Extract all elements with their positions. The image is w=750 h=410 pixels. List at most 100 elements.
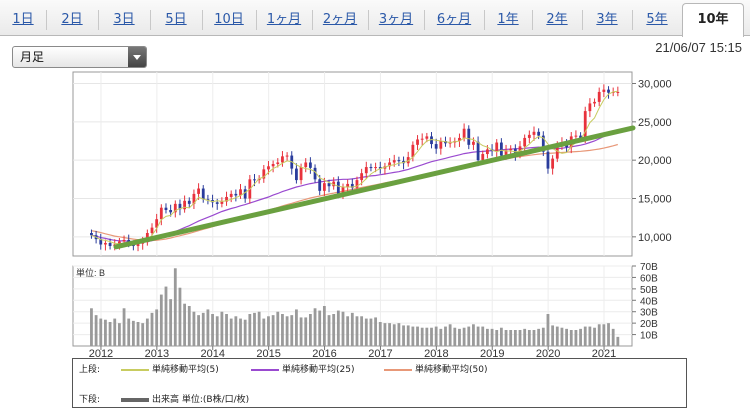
volume-bar (476, 326, 480, 346)
year-tick-label: 2013 (145, 348, 169, 358)
volume-bar (411, 326, 415, 346)
tab-period-12[interactable]: 3年 (596, 12, 618, 27)
volume-bar (481, 326, 485, 346)
volume-bar (304, 317, 308, 346)
candle-body (416, 139, 419, 145)
candle-body (583, 111, 587, 138)
volume-bar (308, 314, 312, 346)
volume-bar (318, 310, 322, 346)
tab-period-14[interactable]: 10年 (682, 3, 744, 37)
volume-bar (99, 318, 103, 346)
volume-bar (108, 322, 112, 346)
volume-bar (201, 312, 205, 346)
candle-body (155, 219, 159, 228)
candle-body (472, 141, 475, 145)
tab-period-4[interactable]: 5日 (165, 12, 187, 27)
volume-bar (253, 312, 256, 346)
volume-bar (267, 316, 270, 346)
volume-bar (458, 328, 461, 346)
candle-body (374, 167, 378, 169)
legend-upper-row: 上段: 単純移動平均(5) 単純移動平均(25) 単純移動平均(50) (79, 362, 487, 375)
tab-period-9[interactable]: 6ヶ月 (436, 12, 472, 27)
tab-separator (312, 10, 313, 30)
volume-bar (327, 315, 331, 346)
candle-body (108, 242, 112, 247)
trend-line (113, 125, 636, 250)
candle-period-select[interactable]: 月足 (12, 46, 147, 68)
tab-period-6[interactable]: 1ヶ月 (266, 12, 302, 27)
legend-ma50-label: 単純移動平均(50) (415, 365, 488, 375)
period-tab-bar: 1日 2日 3日 5日 10日 1ヶ月 2ヶ月 3ヶ月 6ヶ月 1年 2年 3年 5年 10年 (0, 0, 750, 37)
tab-period-1[interactable]: 1日 (12, 12, 34, 27)
volume-bar (122, 308, 126, 346)
candle-body (458, 137, 461, 141)
legend-ma5: 単純移動平均(5) (121, 362, 219, 375)
volume-bar (574, 330, 578, 346)
candle-body (215, 202, 219, 204)
tab-period-7[interactable]: 2ヶ月 (322, 12, 358, 27)
tab-separator (256, 10, 257, 30)
tab-period-3[interactable]: 3日 (113, 12, 135, 27)
volume-bar (197, 315, 200, 346)
volume-bar (104, 319, 107, 346)
volume-bar (392, 324, 396, 346)
candle-body (178, 203, 182, 210)
volume-bar (513, 330, 517, 346)
candle-body (420, 138, 424, 140)
candle-body (364, 167, 368, 174)
year-tick-label: 2020 (536, 348, 560, 358)
candle-body (299, 167, 303, 181)
candle-body (551, 158, 555, 169)
candle-body (285, 155, 289, 157)
candle-body (304, 162, 308, 168)
volume-bar (290, 315, 294, 346)
volume-bar (425, 327, 429, 346)
year-tick-label: 2014 (201, 348, 225, 358)
legend-volume: 出来高 単位:(B株/口/枚) (121, 392, 249, 405)
candle-body (295, 168, 298, 181)
candle-body (281, 156, 284, 163)
tab-period-2[interactable]: 2日 (61, 12, 83, 27)
candle-body (267, 166, 270, 170)
volume-bar (285, 316, 289, 346)
volume-bar (243, 319, 247, 346)
chevron-down-icon[interactable] (128, 47, 146, 67)
tab-period-5[interactable]: 10日 (214, 12, 244, 27)
candle-body (164, 207, 168, 210)
volume-bar (546, 314, 550, 346)
tab-separator (368, 10, 369, 30)
volume-bar (225, 314, 228, 346)
volume-bar (383, 323, 387, 346)
volume-bar (313, 308, 317, 346)
tab-period-10[interactable]: 1年 (497, 12, 519, 27)
volume-bar (593, 327, 596, 346)
candle-body (104, 242, 107, 245)
legend-lower-row: 下段: 出来高 単位:(B株/口/枚) (79, 392, 249, 405)
tab-separator (150, 10, 151, 30)
candle-body (462, 128, 466, 138)
volume-bar (215, 316, 219, 346)
candle-body (239, 189, 242, 196)
volume-tick-label: 10B (640, 331, 658, 342)
tab-period-11[interactable]: 2年 (546, 12, 568, 27)
volume-bar (583, 326, 587, 346)
tab-separator (46, 10, 47, 30)
volume-tick-label: 30B (640, 308, 658, 319)
candle-body (271, 164, 275, 167)
volume-bar (295, 309, 298, 346)
volume-tick-label: 50B (640, 285, 658, 296)
volume-bar (178, 287, 182, 346)
tab-period-8[interactable]: 3ヶ月 (378, 12, 414, 27)
volume-bar (239, 318, 242, 346)
volume-bar (551, 325, 555, 346)
candle-body (602, 89, 606, 92)
year-tick-label: 2018 (424, 348, 448, 358)
volume-bar (136, 322, 140, 346)
candle-body (276, 162, 280, 164)
ma5-line (91, 90, 618, 245)
price-panel (72, 71, 633, 257)
volume-bar (173, 268, 177, 346)
tab-period-13[interactable]: 5年 (646, 12, 668, 27)
volume-bar (94, 315, 98, 346)
candle-body (411, 144, 415, 158)
